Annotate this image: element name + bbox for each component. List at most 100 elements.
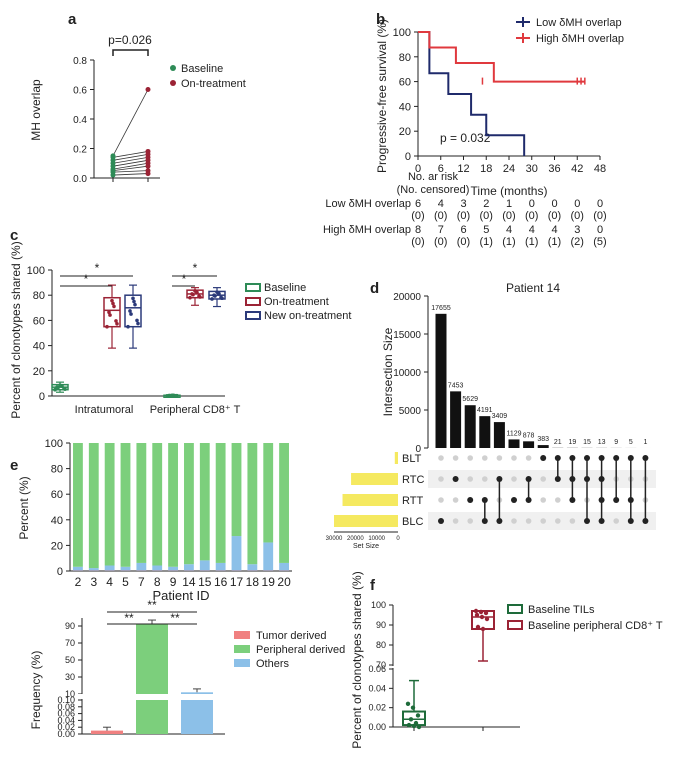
risk-at-risk: 0 <box>574 198 580 210</box>
matrix-dot-filled <box>554 476 561 482</box>
matrix-dot-filled <box>598 455 605 461</box>
box-point <box>111 301 115 306</box>
y-tick-label: 100 <box>45 438 63 450</box>
y-tick-label: 0.0 <box>73 174 87 185</box>
stacked-bar-peripheral-derived <box>136 443 147 563</box>
stacked-bar-others <box>184 564 194 571</box>
box-point <box>478 609 484 615</box>
panel-label-a: a <box>68 11 77 28</box>
matrix-dot-empty <box>540 497 546 503</box>
box-point <box>110 298 114 303</box>
sig-star: * <box>182 272 187 286</box>
pair-line <box>112 156 149 164</box>
y-tick-label: 0.2 <box>73 145 87 156</box>
legend-high-label: High δMH overlap <box>536 33 624 45</box>
pair-line <box>112 165 149 172</box>
stacked-bar-others <box>104 565 115 571</box>
legend-swatch <box>234 645 250 653</box>
stacked-bar-others <box>120 566 131 571</box>
x-tick-label: 9 <box>170 575 177 589</box>
set-size-tick: 0 <box>396 536 400 542</box>
stacked-bar-peripheral-derived <box>73 443 83 567</box>
y-axis-label: Percent of clonotypes shared (%) <box>350 571 364 748</box>
y-tick-label: 30 <box>65 672 75 682</box>
intersection-bar <box>493 422 505 448</box>
y-tick-label: 60 <box>51 489 63 501</box>
matrix-dot-empty <box>467 518 474 524</box>
bar-value-label: 19 <box>569 439 577 446</box>
bar-value-label: 1 <box>643 439 647 446</box>
matrix-dot-empty <box>438 497 444 503</box>
matrix-dot-filled <box>438 518 444 524</box>
frequency-bar <box>136 700 168 734</box>
y-tick-label: 90 <box>376 620 386 630</box>
y-tick-label: 0.10 <box>57 695 75 705</box>
matrix-dot-filled <box>569 455 576 461</box>
panel-label-b: b <box>376 11 385 28</box>
y-tick-label: 20 <box>51 540 63 552</box>
risk-censored: (1) <box>548 236 561 248</box>
box-point <box>135 318 139 323</box>
intersection-bar <box>450 391 462 448</box>
bar-value-label: 9 <box>614 439 618 446</box>
matrix-dot-filled <box>642 455 649 461</box>
stacked-bar-others <box>136 562 147 571</box>
risk-at-risk: 6 <box>415 198 421 210</box>
panel-label-f: f <box>370 577 376 594</box>
risk-censored: (0) <box>434 236 447 248</box>
risk-table-subtitle: (No. censored) <box>397 184 470 196</box>
y-tick-label: 10000 <box>393 368 421 379</box>
legend-baseline-marker <box>170 65 176 71</box>
risk-censored: (0) <box>593 210 606 222</box>
on-treatment-point <box>145 171 151 177</box>
y-tick-label: 80 <box>376 640 386 650</box>
matrix-dot-empty <box>511 455 517 461</box>
stacked-bar-others <box>152 565 163 571</box>
matrix-dot-empty <box>540 518 546 524</box>
y-axis-label: Percent of clonotypes shared (%) <box>9 241 23 418</box>
stacked-bar-peripheral-derived <box>199 443 210 561</box>
risk-at-risk: 0 <box>551 198 557 210</box>
box-point <box>58 383 62 387</box>
stacked-bar-peripheral-derived <box>279 443 289 563</box>
p-value: p = 0.032 <box>440 131 491 145</box>
matrix-dot-filled <box>598 518 605 524</box>
frequency-bar <box>181 692 213 694</box>
box-point <box>473 608 479 614</box>
matrix-dot-empty <box>540 476 546 482</box>
y-axis-label: Frequency (%) <box>29 651 43 730</box>
y-tick-label: 0 <box>57 566 63 578</box>
x-tick-label: 16 <box>214 575 228 589</box>
y-axis-label: Percent (%) <box>17 476 31 539</box>
box-point <box>408 717 414 722</box>
y-tick-label: 70 <box>65 638 75 648</box>
y-tick-label: 10 <box>65 689 75 699</box>
y-tick-label: 20 <box>33 366 45 378</box>
stacked-bar-peripheral-derived <box>152 443 163 566</box>
frequency-bar <box>181 700 213 734</box>
matrix-dot-filled <box>584 476 590 482</box>
x-tick-label: 3 <box>90 575 97 589</box>
sig-star: * <box>95 261 100 275</box>
y-axis-label: Progressive-free survival (%) <box>375 19 389 173</box>
box-point <box>405 701 411 706</box>
x-axis-label: Time (months) <box>471 184 548 198</box>
matrix-dot-empty <box>438 476 444 482</box>
risk-censored: (0) <box>457 236 470 248</box>
y-tick-label: 100 <box>371 600 386 610</box>
pair-line <box>112 159 149 167</box>
risk-at-risk: 0 <box>597 224 603 236</box>
risk-censored: (0) <box>411 236 424 248</box>
box-point <box>174 393 178 398</box>
matrix-dot-filled <box>627 455 634 461</box>
x-tick-label: 8 <box>154 575 161 589</box>
risk-at-risk: 5 <box>483 224 489 236</box>
x-tick-label: 19 <box>262 575 276 589</box>
matrix-dot-empty <box>511 518 517 524</box>
y-tick-label: 40 <box>399 101 411 113</box>
bar-value-label: 383 <box>537 436 549 443</box>
y-tick-label: 0 <box>39 391 45 403</box>
legend-label: Baseline <box>264 282 306 294</box>
box-point <box>190 292 194 296</box>
y-tick-label: 80 <box>399 52 411 64</box>
